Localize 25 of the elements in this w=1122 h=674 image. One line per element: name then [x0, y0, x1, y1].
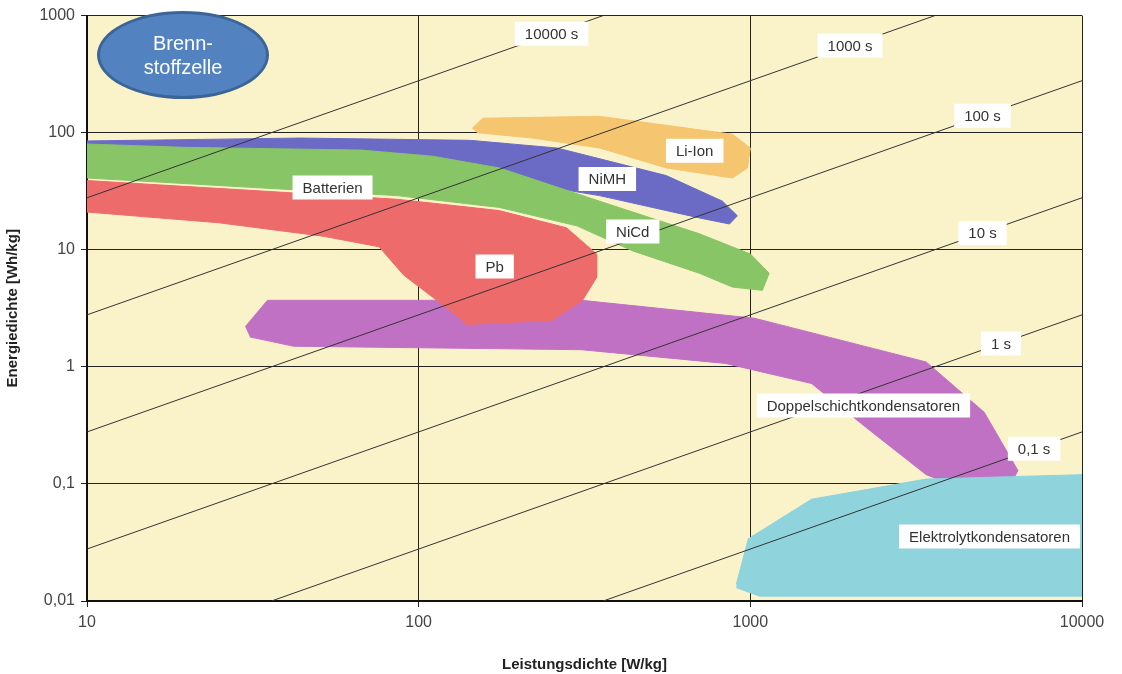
series-label: 1000 s: [827, 36, 873, 54]
series-label: NiMH: [588, 170, 627, 188]
series-label: 0,1 s: [1017, 439, 1051, 457]
y-tick-label: 0,1: [52, 474, 76, 492]
series-label: 10 s: [968, 224, 997, 242]
series-label: Pb: [485, 257, 504, 275]
series-label: Doppelschichtkondensatoren: [766, 396, 961, 414]
series-label: Elektrolytkondensatoren: [909, 527, 1070, 545]
x-tick-label: 10: [78, 613, 96, 631]
x-tick-label: 1000: [732, 613, 769, 631]
y-tick-label: 100: [48, 123, 76, 141]
x-tick-label: 10000: [1059, 613, 1105, 631]
x-axis-title: Leistungsdichte [W/kg]: [502, 655, 667, 673]
series-label: NiCd: [616, 222, 650, 240]
x-tick-label: 100: [405, 613, 433, 631]
series-label: Li-Ion: [675, 141, 714, 159]
series-label: 100 s: [964, 106, 1001, 124]
y-tick-label: 1: [66, 357, 76, 375]
y-tick-label: 10: [57, 240, 76, 258]
y-tick-label: 0,01: [43, 591, 76, 609]
annotation: Batterien: [302, 178, 363, 196]
series-label: 1 s: [990, 334, 1011, 352]
y-axis-title: Energiedichte [Wh/kg]: [3, 229, 21, 388]
y-tick-label: 1000: [39, 6, 76, 24]
series-label: 10000 s: [524, 24, 579, 42]
